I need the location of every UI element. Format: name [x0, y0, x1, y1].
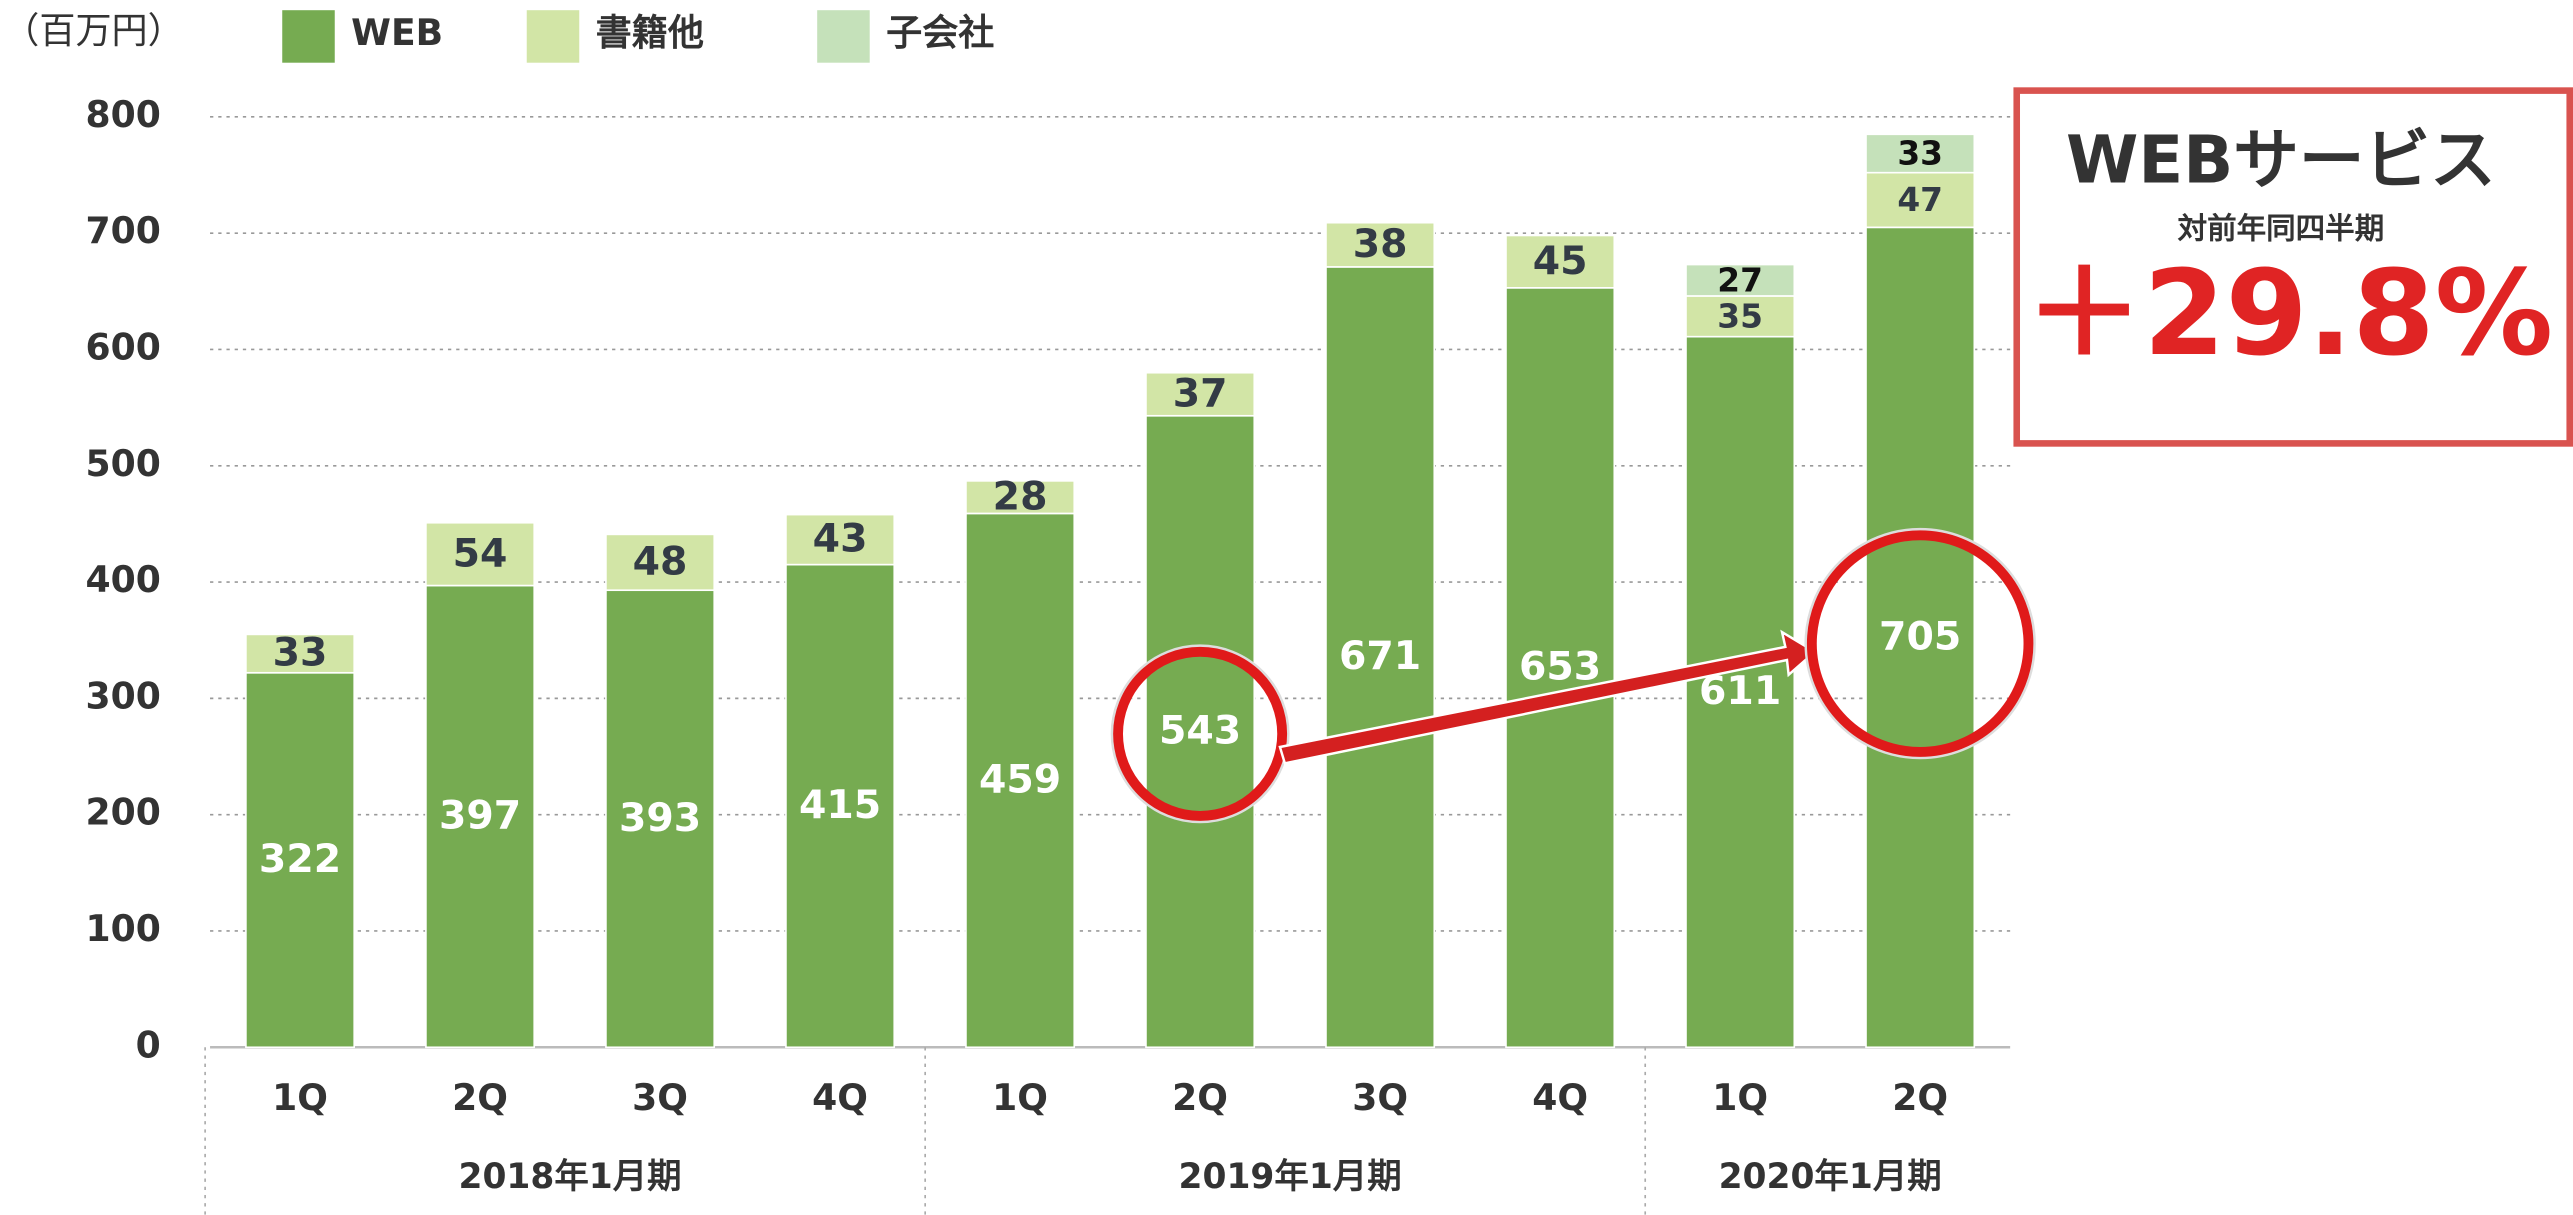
- unit-label: （百万円）: [3, 9, 183, 52]
- bar-segment: [425, 584, 536, 1049]
- y-tick-label: 100: [85, 907, 160, 950]
- bar-segment: [1145, 414, 1256, 1049]
- group-label: 2018年1月期: [459, 1157, 682, 1197]
- bar-segment: [1505, 287, 1616, 1049]
- bar-segment: [245, 671, 356, 1049]
- value-label: 322: [259, 836, 341, 882]
- legend-swatch: [526, 10, 580, 63]
- highlight-circle: [1113, 646, 1288, 821]
- x-tick-label: 2Q: [1892, 1076, 1948, 1119]
- y-tick-label: 200: [85, 791, 160, 834]
- x-tick-label: 2Q: [1172, 1076, 1228, 1119]
- x-tick-label: 2Q: [452, 1076, 508, 1119]
- group-label: 2020年1月期: [1719, 1157, 1942, 1197]
- value-label: 35: [1717, 297, 1763, 335]
- y-tick-label: 300: [85, 674, 160, 717]
- legend-label: 書籍他: [596, 11, 704, 54]
- bar-segment: [1685, 295, 1796, 338]
- bar-segment: [1325, 221, 1436, 268]
- bar-segment: [1865, 171, 1976, 229]
- value-label: 33: [273, 630, 328, 676]
- y-tick-label: 500: [85, 442, 160, 485]
- value-label: 33: [1897, 135, 1943, 173]
- bar-segment: [965, 480, 1076, 515]
- bar-segment: [1685, 335, 1796, 1049]
- value-label: 705: [1879, 613, 1961, 659]
- bar-segment: [785, 513, 896, 566]
- x-tick-label: 3Q: [632, 1076, 688, 1119]
- value-label: 48: [633, 538, 688, 584]
- bar-segment: [785, 563, 896, 1049]
- annotation-subtitle: 対前年同四半期: [2178, 212, 2385, 246]
- value-label: 415: [799, 782, 881, 828]
- x-tick-label: 4Q: [812, 1076, 868, 1119]
- value-label: 45: [1533, 238, 1588, 284]
- y-tick-label: 800: [85, 93, 160, 136]
- x-tick-label: 4Q: [1532, 1076, 1588, 1119]
- bar-segment: [965, 512, 1076, 1049]
- bar-segment: [605, 533, 716, 592]
- bar-segment: [1865, 226, 1976, 1049]
- bar-segment: [1325, 266, 1436, 1049]
- bar-segment: [1685, 263, 1796, 297]
- value-label: 543: [1159, 708, 1241, 754]
- y-tick-label: 600: [85, 325, 160, 368]
- annotation-box: [2013, 87, 2573, 447]
- x-tick-label: 3Q: [1352, 1076, 1408, 1119]
- value-label: 27: [1717, 261, 1763, 299]
- legend-label: 子会社: [886, 11, 994, 54]
- y-tick-label: 400: [85, 558, 160, 601]
- legend-label: WEB: [351, 11, 443, 54]
- value-label: 671: [1339, 633, 1421, 679]
- y-tick-label: 700: [85, 209, 160, 252]
- bar-segment: [1505, 234, 1616, 289]
- value-label: 43: [813, 516, 868, 562]
- value-label: 54: [453, 530, 508, 576]
- x-tick-label: 1Q: [1712, 1076, 1768, 1119]
- legend-swatch: [817, 10, 870, 63]
- bar-segment: [1865, 133, 1976, 174]
- value-label: 459: [979, 757, 1061, 803]
- highlight-circle: [1806, 530, 2034, 757]
- bar-segment: [425, 521, 536, 587]
- value-label: 393: [619, 795, 701, 841]
- annotation-value: ＋29.8%: [2025, 244, 2553, 382]
- group-label: 2019年1月期: [1179, 1157, 1402, 1197]
- legend-swatch: [282, 10, 335, 63]
- value-label: 397: [439, 793, 521, 839]
- arrow: [1278, 629, 1817, 765]
- value-label: 47: [1897, 181, 1943, 219]
- annotation-title: WEBサービス: [2066, 123, 2496, 199]
- bar-segment: [605, 589, 716, 1049]
- x-tick-label: 1Q: [992, 1076, 1048, 1119]
- bar-segment: [245, 633, 356, 674]
- y-tick-label: 0: [136, 1023, 161, 1066]
- value-label: 28: [993, 473, 1048, 519]
- bar-segment: [1145, 371, 1256, 417]
- value-label: 653: [1519, 644, 1601, 690]
- value-label: 37: [1173, 370, 1228, 416]
- value-label: 38: [1353, 221, 1408, 267]
- x-tick-label: 1Q: [272, 1076, 328, 1119]
